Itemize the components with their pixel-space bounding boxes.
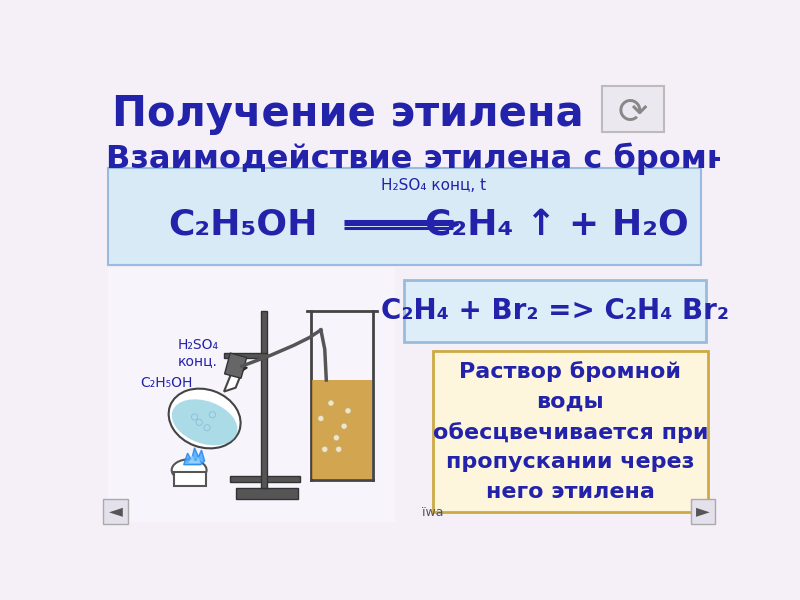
- Circle shape: [345, 408, 351, 414]
- Circle shape: [334, 434, 339, 441]
- Polygon shape: [184, 448, 205, 464]
- Circle shape: [204, 425, 210, 431]
- Text: ◄: ◄: [109, 503, 122, 521]
- FancyBboxPatch shape: [108, 168, 701, 265]
- Polygon shape: [224, 368, 243, 392]
- Circle shape: [336, 446, 342, 452]
- Bar: [174, 472, 206, 486]
- Ellipse shape: [172, 400, 238, 445]
- Circle shape: [341, 423, 347, 429]
- Bar: [224, 353, 266, 358]
- Circle shape: [210, 412, 215, 418]
- Text: C₂H₄ ↑ + H₂O: C₂H₄ ↑ + H₂O: [426, 208, 689, 241]
- Text: Получение этилена: Получение этилена: [112, 94, 583, 136]
- Ellipse shape: [169, 389, 241, 448]
- Text: C₂H₄ + Br₂ => C₂H₄ Br₂: C₂H₄ + Br₂ => C₂H₄ Br₂: [381, 297, 729, 325]
- Text: C₂H₅OH: C₂H₅OH: [140, 376, 193, 390]
- Text: ►: ►: [696, 503, 710, 521]
- Text: C₂H₅OH: C₂H₅OH: [169, 208, 318, 241]
- Circle shape: [322, 446, 328, 452]
- Circle shape: [191, 414, 198, 420]
- Ellipse shape: [172, 460, 206, 481]
- Text: ⟳: ⟳: [618, 95, 648, 129]
- Text: H₂SO₄ конц, t: H₂SO₄ конц, t: [381, 178, 486, 193]
- Bar: [262, 311, 267, 488]
- FancyBboxPatch shape: [602, 86, 664, 132]
- Bar: [225, 353, 246, 378]
- Text: H₂SO₄
конц.: H₂SO₄ конц.: [178, 338, 218, 368]
- Text: їwa: їwa: [422, 506, 443, 519]
- FancyBboxPatch shape: [434, 351, 708, 512]
- FancyBboxPatch shape: [690, 499, 715, 524]
- Bar: [230, 476, 300, 482]
- Bar: [108, 268, 394, 523]
- Circle shape: [196, 419, 202, 425]
- Text: Раствор бромной
воды
обесцвечивается при
пропускании через
него этилена: Раствор бромной воды обесцвечивается при…: [433, 361, 708, 502]
- FancyBboxPatch shape: [404, 280, 706, 341]
- Polygon shape: [188, 455, 201, 463]
- Circle shape: [328, 400, 334, 406]
- FancyBboxPatch shape: [103, 499, 128, 524]
- Polygon shape: [230, 365, 247, 374]
- Circle shape: [318, 415, 324, 422]
- Text: Взаимодействие этилена с бромной водой: Взаимодействие этилена с бромной водой: [106, 143, 800, 175]
- Bar: [311, 380, 372, 479]
- Bar: [236, 488, 298, 499]
